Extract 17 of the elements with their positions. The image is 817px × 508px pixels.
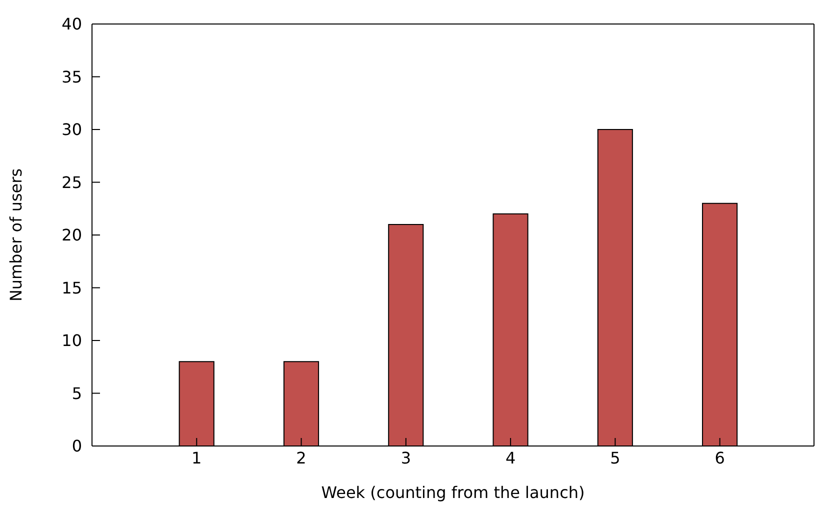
y-tick-label: 40 [62, 14, 82, 34]
y-tick-label: 0 [72, 436, 82, 456]
y-tick-label: 25 [62, 172, 82, 192]
y-tick-label: 5 [72, 384, 82, 403]
y-tick-label: 30 [62, 120, 82, 140]
y-tick-label: 10 [62, 331, 82, 350]
x-tick-label: 4 [505, 448, 516, 468]
y-tick-label: 15 [62, 278, 82, 298]
x-axis-title: Week (counting from the launch) [321, 483, 585, 502]
x-tick-label: 1 [192, 448, 202, 468]
y-axis-title: Number of users [6, 168, 26, 302]
x-tick-label: 2 [296, 448, 306, 468]
y-tick-label: 35 [62, 67, 82, 86]
x-tick-label: 6 [714, 448, 725, 468]
x-tick-label: 5 [610, 448, 620, 468]
x-tick-label: 3 [400, 448, 412, 468]
y-tick-label: 20 [62, 226, 82, 245]
